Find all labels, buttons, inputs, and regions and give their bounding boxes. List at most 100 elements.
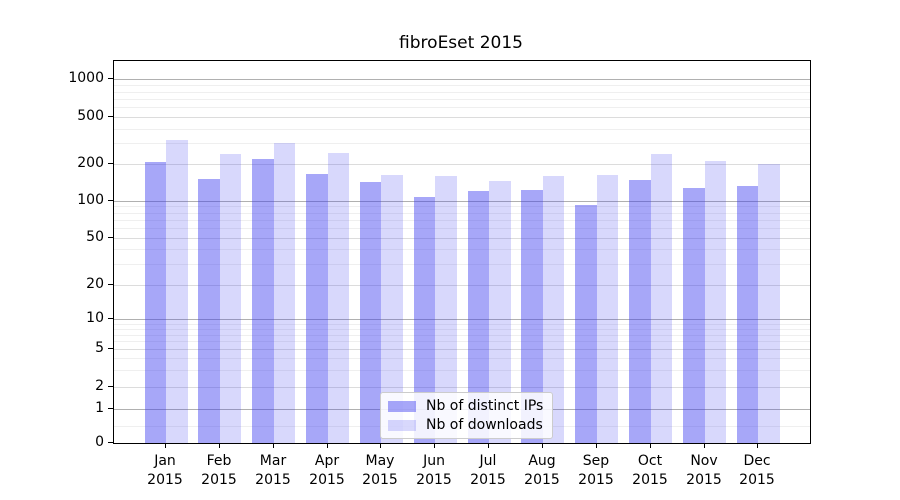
y-tick-mark (108, 408, 113, 409)
y-tick-mark (108, 78, 113, 79)
x-tick-mark (434, 443, 435, 448)
legend-entry-distinct-ips: Nb of distinct IPs (388, 398, 543, 414)
bar-nb-of-downloads-mar (273, 143, 296, 443)
minor-gridline (114, 220, 810, 221)
bar-nb-of-downloads-jun (435, 176, 457, 443)
minor-gridline (114, 335, 810, 336)
minor-gridline (114, 85, 810, 86)
x-tick-label-oct: Oct 2015 (632, 453, 668, 488)
x-tick-mark (650, 443, 651, 448)
minor-gridline (114, 129, 810, 130)
minor-gridline (114, 99, 810, 100)
bar-nb-of-distinct-ips-feb (198, 179, 220, 443)
x-tick-label-feb: Feb 2015 (201, 453, 237, 488)
minor-gridline (114, 107, 810, 108)
bar-nb-of-downloads-aug (542, 176, 565, 443)
gridlines-layer (114, 61, 810, 443)
gridline-10 (114, 319, 810, 320)
bar-nb-of-downloads-nov (704, 161, 726, 443)
x-tick-mark (327, 443, 328, 448)
legend-swatch-distinct-ips (388, 400, 416, 412)
minor-gridline (114, 249, 810, 250)
y-tick-mark (108, 200, 113, 201)
x-tick-label-jun: Jun 2015 (416, 453, 452, 488)
gridline-5 (114, 349, 810, 350)
minor-gridline (114, 92, 810, 93)
x-tick-mark (165, 443, 166, 448)
gridline-100 (114, 201, 810, 202)
x-tick-mark (273, 443, 274, 448)
x-tick-label-jul: Jul 2015 (470, 453, 506, 488)
y-tick-label-1: 1 (95, 400, 104, 416)
bar-nb-of-downloads-jul (489, 181, 511, 443)
y-tick-mark (108, 163, 113, 164)
minor-gridline (114, 341, 810, 342)
y-tick-mark (108, 442, 113, 443)
y-tick-mark (108, 386, 113, 387)
gridline-200 (114, 164, 810, 165)
y-tick-label-500: 500 (77, 108, 104, 124)
minor-gridline (114, 370, 810, 371)
y-tick-mark (108, 116, 113, 117)
bar-nb-of-downloads-dec (758, 164, 780, 443)
legend-label-distinct-ips: Nb of distinct IPs (426, 398, 544, 414)
bar-nb-of-distinct-ips-dec (736, 186, 759, 443)
x-tick-label-mar: Mar 2015 (255, 453, 291, 488)
bar-nb-of-distinct-ips-nov (683, 188, 705, 443)
y-tick-label-200: 200 (77, 155, 104, 171)
bar-nb-of-distinct-ips-oct (629, 180, 651, 443)
bars-layer (114, 61, 810, 443)
bar-nb-of-downloads-oct (650, 154, 673, 443)
legend-label-downloads: Nb of downloads (426, 417, 543, 433)
y-tick-label-100: 100 (77, 192, 104, 208)
gridline-500 (114, 117, 810, 118)
bar-nb-of-distinct-ips-may (359, 182, 382, 443)
minor-gridline (114, 329, 810, 330)
x-tick-label-aug: Aug 2015 (524, 453, 560, 488)
bar-nb-of-distinct-ips-jul (467, 191, 490, 443)
y-tick-mark (108, 237, 113, 238)
gridline-50 (114, 238, 810, 239)
legend: Nb of distinct IPs Nb of downloads (380, 392, 554, 439)
x-tick-label-may: May 2015 (362, 453, 398, 488)
minor-gridline (114, 358, 810, 359)
minor-gridline (114, 228, 810, 229)
x-tick-label-apr: Apr 2015 (309, 453, 345, 488)
minor-gridline (114, 324, 810, 325)
x-tick-mark (757, 443, 758, 448)
y-tick-label-2: 2 (95, 378, 104, 394)
y-tick-label-10: 10 (86, 310, 104, 326)
y-tick-label-0: 0 (95, 434, 104, 450)
y-tick-mark (108, 284, 113, 285)
bar-nb-of-downloads-sep (596, 175, 619, 443)
bar-nb-of-downloads-jan (166, 140, 188, 443)
bar-nb-of-distinct-ips-apr (306, 174, 328, 443)
chart-title: fibroEset 2015 (399, 33, 523, 53)
legend-swatch-downloads (388, 419, 416, 431)
y-tick-label-5: 5 (95, 340, 104, 356)
x-tick-mark (219, 443, 220, 448)
bar-nb-of-distinct-ips-jan (144, 162, 166, 443)
x-tick-mark (704, 443, 705, 448)
plot-area (113, 60, 811, 444)
bar-nb-of-downloads-feb (219, 154, 242, 443)
y-tick-mark (108, 318, 113, 319)
bar-nb-of-downloads-apr (327, 153, 350, 443)
x-tick-label-sep: Sep 2015 (578, 453, 614, 488)
bar-nb-of-distinct-ips-mar (252, 159, 274, 443)
bar-nb-of-downloads-may (381, 175, 403, 443)
minor-gridline (114, 264, 810, 265)
gridline-2 (114, 387, 810, 388)
y-tick-label-1000: 1000 (68, 70, 104, 86)
legend-entry-downloads: Nb of downloads (388, 417, 543, 433)
x-tick-label-jan: Jan 2015 (147, 453, 183, 488)
x-tick-mark (488, 443, 489, 448)
bar-nb-of-distinct-ips-sep (575, 205, 597, 443)
y-tick-label-20: 20 (86, 276, 104, 292)
x-tick-mark (380, 443, 381, 448)
minor-gridline (114, 143, 810, 144)
x-tick-label-nov: Nov 2015 (686, 453, 722, 488)
minor-gridline (114, 213, 810, 214)
minor-gridline (114, 206, 810, 207)
